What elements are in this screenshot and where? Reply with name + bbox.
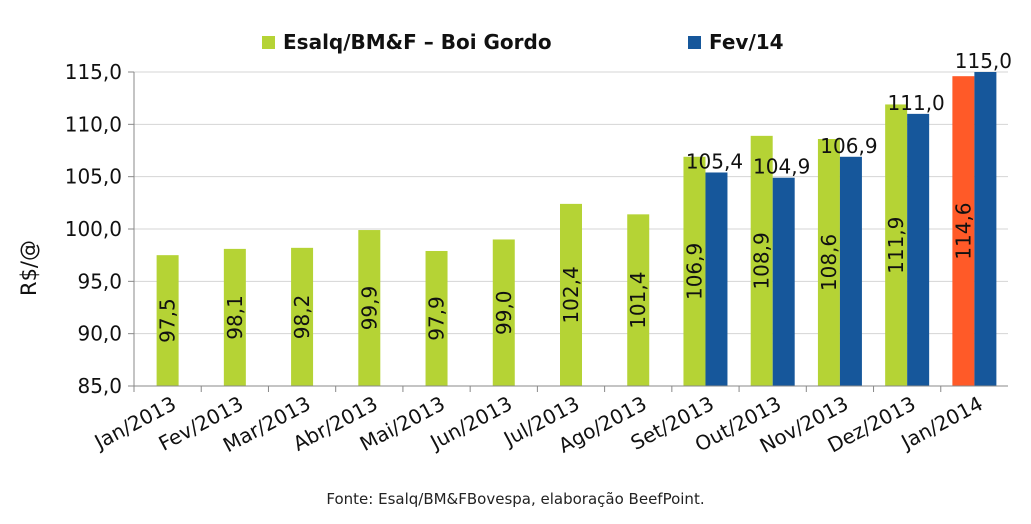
legend-label-fev14: Fev/14 [709, 30, 784, 54]
data-label-esalq: 108,9 [750, 232, 774, 289]
y-tick-labels: 85,0 90,0 95,0 100,0 105,0 110,0 115,0 [65, 60, 122, 398]
y-axis-label: R$/@ [17, 240, 41, 296]
data-label-esalq: 98,1 [223, 295, 247, 340]
data-label-esalq: 98,2 [290, 295, 314, 340]
bar-esalq [683, 156, 706, 386]
data-label-esalq: 111,9 [884, 217, 908, 274]
bar-fev14 [839, 156, 862, 386]
data-label-esalq: 114,6 [951, 202, 975, 259]
y-tick-label: 85,0 [77, 374, 122, 398]
bar-esalq [817, 138, 840, 386]
bar-fev14 [772, 177, 795, 386]
data-label-fev14: 105,4 [686, 149, 743, 173]
x-tick-labels: Jan/2013Fev/2013Mar/2013Abr/2013Mai/2013… [89, 391, 987, 458]
data-label-fev14: 104,9 [753, 155, 810, 179]
bar-esalq [750, 135, 773, 386]
data-labels: 97,5 98,1 98,2 99,9 97,9 99,0 102,4 101,4 106,9 1… [156, 49, 1012, 343]
bar-esalq [627, 214, 650, 386]
data-label-esalq: 106,9 [682, 243, 706, 300]
bar-esalq [223, 248, 246, 386]
legend-label-esalq: Esalq/BM&F – Boi Gordo [283, 30, 552, 54]
bars [156, 72, 997, 387]
bar-esalq [952, 76, 975, 386]
bar-esalq [492, 239, 515, 386]
data-label-fev14: 115,0 [955, 49, 1012, 73]
data-label-esalq: 101,4 [626, 272, 650, 329]
bar-esalq [560, 203, 582, 386]
bar-esalq [291, 247, 314, 386]
data-label-esalq: 97,5 [156, 298, 180, 343]
bar-esalq [156, 255, 179, 386]
y-tick-label: 115,0 [65, 60, 122, 84]
legend-item-esalq: Esalq/BM&F – Boi Gordo [262, 30, 552, 54]
bar-fev14 [907, 113, 930, 386]
y-tick-label: 100,0 [65, 217, 122, 241]
bar-fev14 [705, 172, 728, 386]
data-label-fev14: 111,0 [888, 91, 945, 115]
axes [128, 71, 1008, 392]
bar-esalq [358, 230, 381, 386]
data-label-esalq: 97,9 [425, 296, 449, 341]
source-note: Fonte: Esalq/BM&FBovespa, elaboração Bee… [326, 490, 705, 508]
bar-fev14 [974, 72, 997, 386]
bar-esalq [425, 250, 448, 386]
y-tick-label: 110,0 [65, 112, 122, 136]
y-tick-label: 95,0 [77, 269, 122, 293]
bar-esalq [885, 104, 908, 387]
data-label-esalq: 108,6 [817, 234, 841, 291]
legend-swatch-esalq [262, 35, 275, 49]
data-label-esalq: 102,4 [559, 266, 583, 323]
legend-item-fev14: Fev/14 [688, 30, 784, 54]
y-tick-label: 105,0 [65, 165, 122, 189]
data-label-fev14: 106,9 [820, 134, 877, 158]
data-label-esalq: 99,9 [357, 286, 381, 331]
data-label-esalq: 99,0 [492, 290, 516, 335]
legend: Esalq/BM&F – Boi Gordo Fev/14 [0, 30, 1031, 60]
y-tick-label: 90,0 [77, 322, 122, 346]
legend-swatch-fev14 [688, 35, 701, 49]
